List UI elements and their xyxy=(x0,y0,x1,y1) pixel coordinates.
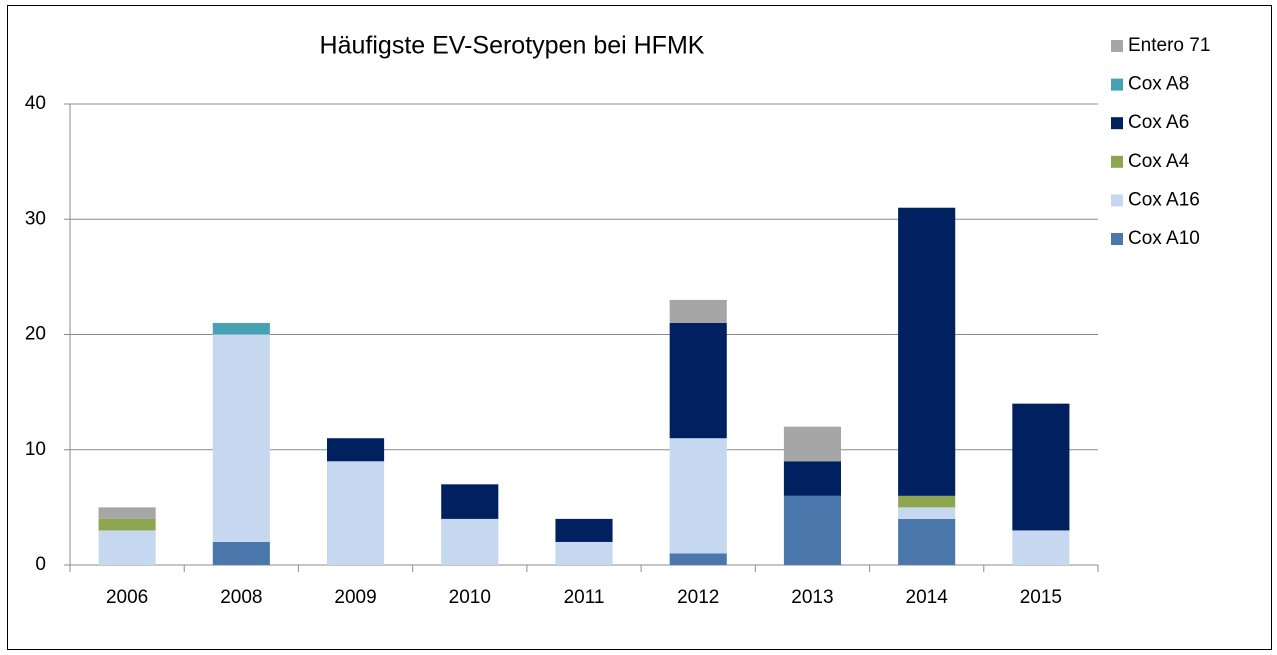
legend-swatch xyxy=(1111,194,1123,207)
x-tick-label: 2010 xyxy=(449,587,491,608)
bar-segment xyxy=(669,299,727,323)
bar-segment xyxy=(669,553,727,565)
y-tick-label: 10 xyxy=(25,439,46,460)
legend-label: Cox A6 xyxy=(1128,112,1189,133)
bar-segment xyxy=(441,518,499,565)
bar-segment xyxy=(783,495,841,565)
bar-segment xyxy=(327,461,385,565)
y-tick-label: 30 xyxy=(25,208,46,229)
legend-label: Cox A4 xyxy=(1128,151,1190,172)
bar-segment xyxy=(98,530,156,565)
legend-swatch xyxy=(1111,78,1123,91)
bar-segment xyxy=(327,438,385,462)
bar-segment xyxy=(783,426,841,462)
legend-swatch xyxy=(1111,117,1123,130)
y-tick-label: 0 xyxy=(35,554,46,575)
bar-segment xyxy=(669,438,727,554)
x-tick-label: 2009 xyxy=(334,587,376,608)
bar-segment xyxy=(1012,403,1070,531)
y-tick-label: 40 xyxy=(25,93,46,114)
bar-segment xyxy=(98,518,156,531)
legend-label: Cox A8 xyxy=(1128,74,1189,95)
bar-segment xyxy=(669,322,727,439)
bar-segment xyxy=(898,507,956,519)
chart-title: Häufigste EV-Serotypen bei HFMK xyxy=(320,32,705,60)
legend-label: Cox A16 xyxy=(1128,189,1200,210)
bar-segment xyxy=(212,541,270,565)
chart-frame xyxy=(7,5,1272,650)
x-tick-label: 2008 xyxy=(220,587,262,608)
x-tick-label: 2006 xyxy=(106,587,148,608)
legend-label: Entero 71 xyxy=(1128,35,1210,56)
bar-segment xyxy=(555,518,613,542)
bar-segment xyxy=(1012,530,1070,565)
bar-segment xyxy=(898,495,956,508)
bar-segment xyxy=(898,207,956,496)
x-tick-label: 2012 xyxy=(677,587,719,608)
bar-segment xyxy=(98,507,156,519)
bar-segment xyxy=(898,518,956,565)
legend-label: Cox A10 xyxy=(1128,228,1200,249)
bar-segment xyxy=(783,461,841,496)
bar-segment xyxy=(212,322,270,335)
x-tick-label: 2013 xyxy=(791,587,833,608)
x-tick-label: 2015 xyxy=(1020,587,1062,608)
bar-segment xyxy=(212,334,270,542)
y-tick-label: 20 xyxy=(25,324,46,345)
bar-segment xyxy=(555,541,613,565)
x-tick-label: 2011 xyxy=(564,587,605,608)
bar-segment xyxy=(441,484,499,519)
legend-swatch xyxy=(1111,155,1123,168)
legend-swatch xyxy=(1111,233,1123,245)
x-tick-label: 2014 xyxy=(906,587,949,608)
legend-swatch xyxy=(1111,40,1123,52)
